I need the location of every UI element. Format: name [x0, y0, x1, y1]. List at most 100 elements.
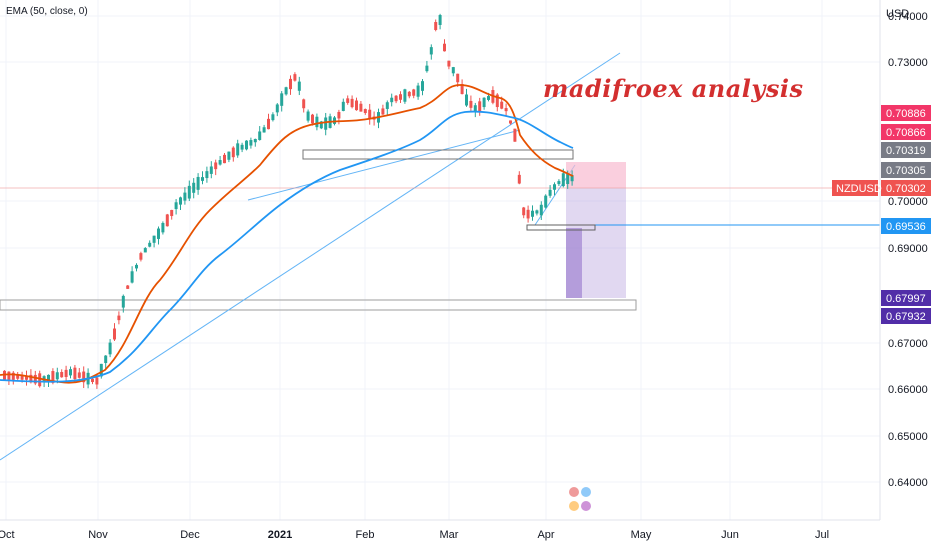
candle	[275, 104, 279, 113]
price-badge-label: 0.67932	[886, 311, 926, 323]
take-profit-zone[interactable]	[566, 188, 626, 298]
candle	[55, 372, 59, 380]
candle	[33, 374, 37, 384]
time-tick-label: May	[631, 529, 652, 541]
candle	[236, 143, 240, 156]
candle	[363, 109, 367, 114]
candle	[126, 285, 130, 289]
candle	[456, 73, 460, 83]
price-badge-label: 0.67997	[886, 293, 926, 305]
price-badge-label: 0.70886	[886, 108, 926, 120]
candle	[302, 99, 306, 109]
resistance-box[interactable]	[302, 149, 574, 160]
candle	[324, 117, 328, 130]
candle	[91, 378, 94, 383]
price-badge-label: 0.70305	[886, 165, 926, 177]
candle	[390, 97, 394, 103]
candle	[561, 173, 565, 187]
candle	[350, 98, 354, 108]
candle	[500, 101, 504, 109]
candle	[95, 377, 99, 385]
candle	[253, 138, 257, 143]
candle	[139, 253, 143, 260]
candle	[544, 195, 548, 208]
candle	[249, 140, 253, 146]
candle	[205, 171, 209, 179]
candle	[416, 85, 420, 97]
candle	[429, 47, 433, 55]
candle	[148, 242, 152, 247]
candle	[82, 371, 86, 383]
stop-loss-zone[interactable]	[566, 162, 626, 188]
support-zone[interactable]	[0, 299, 637, 311]
candle	[240, 144, 244, 150]
candle	[460, 83, 464, 95]
event-icons[interactable]	[569, 487, 591, 511]
candle	[443, 43, 446, 52]
candle	[355, 100, 358, 111]
price-badge-label: 0.70866	[886, 127, 926, 139]
grid	[0, 0, 880, 520]
candle	[407, 91, 411, 97]
candle	[108, 342, 112, 355]
candle	[346, 98, 350, 103]
candle	[315, 116, 319, 128]
symbol-badge	[832, 180, 878, 196]
candle	[227, 151, 231, 160]
candle	[214, 162, 218, 170]
candle	[183, 192, 187, 201]
candle	[394, 95, 398, 102]
time-ticks: Oct Nov Dec 2021 Feb Mar Apr May Jun Jul	[0, 529, 829, 541]
candle	[504, 108, 508, 112]
candle	[223, 154, 226, 164]
time-tick-label: 2021	[268, 529, 292, 541]
candle	[531, 210, 534, 217]
candle	[258, 131, 262, 141]
price-tick-label: 0.70000	[888, 196, 928, 208]
candle	[509, 120, 512, 124]
candle	[495, 94, 499, 108]
price-badge	[881, 290, 931, 306]
candle	[25, 376, 28, 380]
candle	[231, 147, 235, 158]
candle	[341, 101, 345, 111]
candle	[262, 127, 266, 133]
currency-label[interactable]: USD	[886, 8, 910, 20]
candle	[143, 248, 147, 253]
candle	[280, 93, 284, 106]
price-badge	[881, 124, 931, 140]
candle	[451, 67, 455, 74]
candle	[522, 207, 526, 216]
candles	[3, 13, 574, 389]
indicator-label[interactable]: EMA (50, close, 0)	[6, 6, 88, 17]
candle	[73, 367, 77, 380]
low-box[interactable]	[526, 224, 596, 231]
candle	[434, 22, 438, 30]
time-axis[interactable]	[0, 520, 880, 550]
candle	[526, 209, 530, 219]
trendline-rising[interactable]	[0, 52, 621, 461]
take-profit-zone-dark	[566, 228, 582, 298]
trendline-upper[interactable]	[247, 129, 521, 201]
time-tick-label: Oct	[0, 529, 15, 541]
candle	[513, 128, 517, 142]
candle	[557, 181, 561, 185]
candle	[403, 89, 407, 102]
candle	[170, 209, 174, 217]
candle	[368, 109, 372, 120]
price-axis[interactable]	[880, 0, 932, 550]
price-badge	[881, 180, 931, 196]
candle	[311, 114, 314, 124]
price-badge	[881, 218, 931, 234]
price-badge-label: 0.69536	[886, 221, 926, 233]
candle	[447, 60, 451, 67]
candle	[47, 374, 50, 382]
flag-icon	[569, 487, 579, 497]
time-tick-label: Jul	[815, 529, 829, 541]
candle	[165, 214, 169, 227]
candle	[359, 103, 363, 112]
candle	[11, 372, 15, 380]
symbol-label: NZDUSD	[836, 183, 882, 195]
candle	[135, 264, 138, 269]
